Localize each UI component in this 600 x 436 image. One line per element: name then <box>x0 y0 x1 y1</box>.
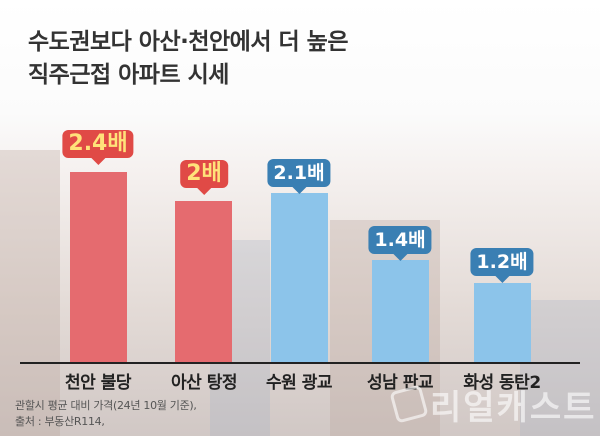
bar-suwon-gwanggyo <box>271 193 328 362</box>
bar-seongnam-pangyo <box>372 260 429 362</box>
value-bubble: 2.1배 <box>267 159 331 194</box>
title-line-2: 직주근접 아파트 시세 <box>28 62 229 88</box>
background-building <box>0 150 60 436</box>
background-building <box>520 300 600 436</box>
category-label: 화성 동탄2 <box>463 373 541 393</box>
category-label: 천안 불당 <box>65 373 131 393</box>
value-bubble: 1.4배 <box>368 226 432 261</box>
title-line-1: 수도권보다 아산·천안에서 더 높은 <box>28 29 349 55</box>
footnote-basis: 관할시 평균 대비 가격(24년 10월 기준), <box>15 399 197 412</box>
category-label: 아산 탕정 <box>171 373 237 393</box>
value-bubble: 2배 <box>180 160 228 195</box>
value-bubble: 1.2배 <box>470 248 534 283</box>
bar-asan-tangjeong <box>175 201 232 362</box>
bar-hwaseong-dongtan2 <box>474 283 531 362</box>
value-bubble: 2.4배 <box>62 130 134 165</box>
footnote-source: 출처 : 부동산R114, <box>15 415 105 428</box>
watermark: 리얼캐스트 <box>430 388 597 428</box>
category-label: 수원 광교 <box>266 373 332 393</box>
category-label: 성남 판교 <box>367 373 433 393</box>
x-axis-line <box>20 362 580 364</box>
chart-title: 수도권보다 아산·천안에서 더 높은 직주근접 아파트 시세 <box>28 26 349 92</box>
bar-cheonan-buldang <box>70 172 127 362</box>
